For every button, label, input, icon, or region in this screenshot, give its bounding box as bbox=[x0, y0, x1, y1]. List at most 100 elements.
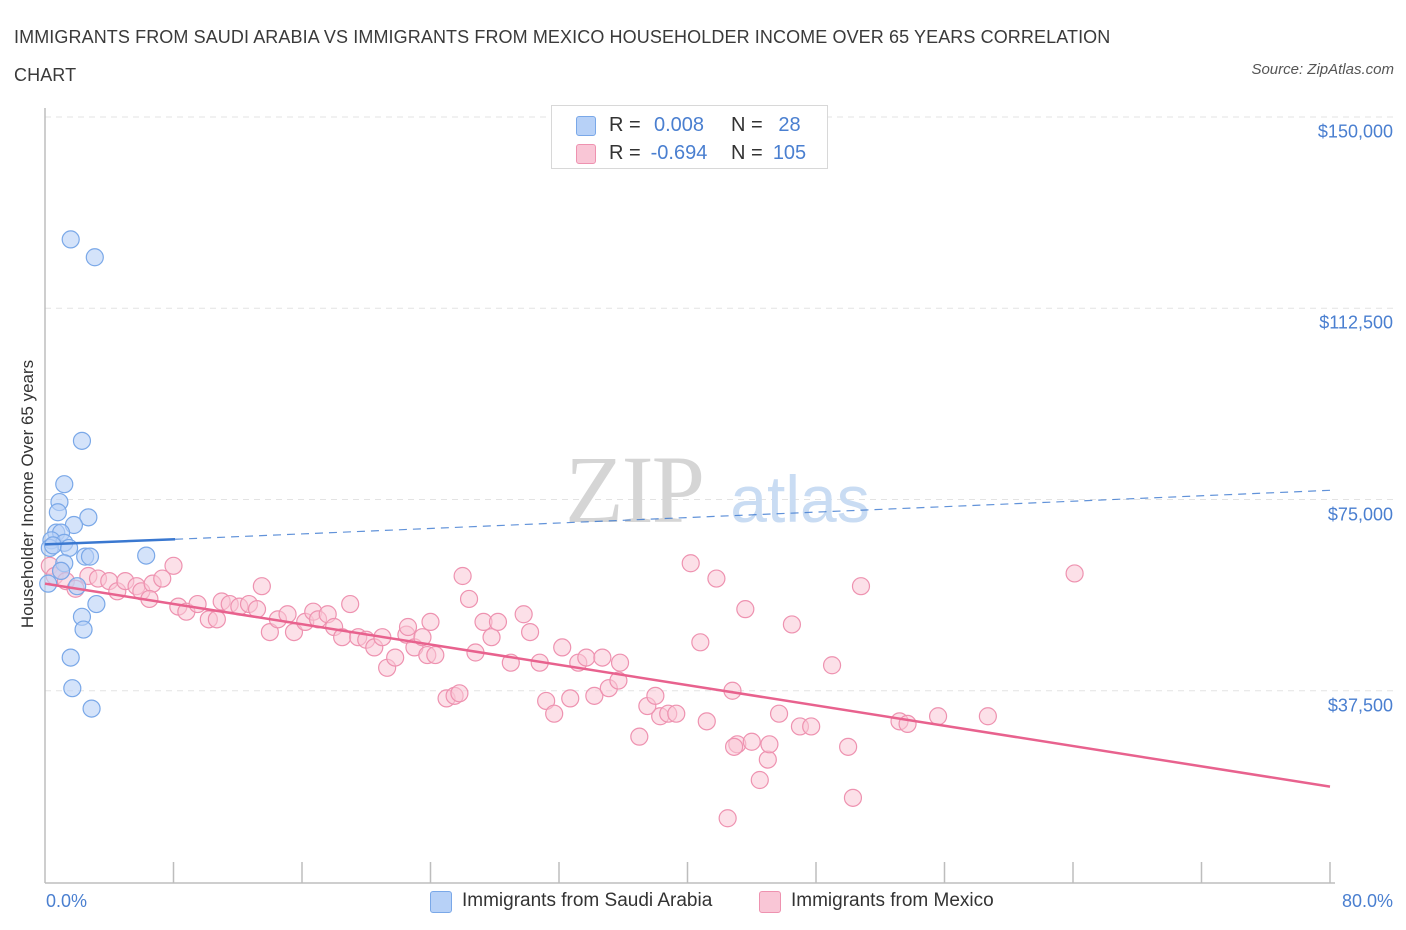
r-value: -0.694 bbox=[650, 142, 708, 164]
saudi-swatch bbox=[576, 116, 596, 136]
watermark: ZIP atlas bbox=[565, 436, 870, 543]
mexico-point bbox=[822, 656, 842, 675]
mexico-point bbox=[450, 684, 469, 703]
legend-label: Immigrants from Saudi Arabia bbox=[462, 890, 713, 911]
mexico-point bbox=[978, 707, 997, 726]
mexico-point bbox=[207, 610, 226, 629]
mexico-point bbox=[252, 577, 271, 596]
saudi-point bbox=[85, 248, 104, 267]
mexico-point bbox=[742, 732, 761, 751]
n-label: N = bbox=[731, 114, 763, 136]
mexico-point bbox=[421, 612, 440, 632]
x-tick-label-min: 0.0% bbox=[46, 891, 88, 911]
mexico-point bbox=[459, 589, 479, 609]
mexico-points bbox=[40, 554, 1084, 828]
mexico-point bbox=[453, 566, 472, 586]
axes bbox=[44, 108, 1335, 884]
mexico-legend-swatch bbox=[759, 891, 781, 913]
saudi-points bbox=[39, 230, 156, 718]
saudi-point bbox=[48, 503, 67, 522]
mexico-point bbox=[691, 633, 710, 652]
mexico-point bbox=[398, 617, 418, 637]
stats-row-saudi: R = 0.008 N = 28 bbox=[552, 111, 827, 139]
y-tick-label: $150,000 bbox=[1317, 121, 1393, 142]
saudi-point bbox=[55, 475, 74, 494]
mexico-point bbox=[646, 686, 665, 705]
mexico-point bbox=[843, 788, 863, 807]
mexico-point bbox=[386, 648, 405, 667]
mexico-point bbox=[561, 689, 580, 708]
saudi-point bbox=[79, 508, 98, 527]
saudi-point bbox=[87, 594, 106, 614]
source-label: Source: ZipAtlas.com bbox=[1251, 61, 1394, 78]
mexico-point bbox=[1065, 564, 1084, 583]
mexico-point bbox=[426, 645, 445, 665]
mexico-point bbox=[520, 622, 540, 642]
y-tick-label: $112,500 bbox=[1319, 312, 1393, 333]
y-tick-label: $37,500 bbox=[1327, 695, 1393, 716]
saudi-point bbox=[68, 577, 87, 596]
mexico-point bbox=[164, 556, 183, 575]
chart-title: IMMIGRANTS FROM SAUDI ARABIA VS IMMIGRAN… bbox=[14, 27, 1111, 85]
mexico-point bbox=[610, 653, 630, 672]
r-label: R = bbox=[609, 142, 641, 164]
saudi-trend-line bbox=[44, 538, 176, 546]
mexico-point bbox=[750, 770, 769, 790]
mexico-point bbox=[188, 594, 207, 614]
mexico-point bbox=[514, 605, 533, 624]
legend-label: Immigrants from Mexico bbox=[791, 890, 994, 911]
mexico-point bbox=[928, 707, 948, 726]
stats-row-mexico: R = -0.694 N = 105 bbox=[552, 139, 827, 167]
mexico-point bbox=[707, 569, 726, 588]
mexico-point bbox=[758, 750, 777, 769]
mexico-trend-line bbox=[44, 582, 1331, 788]
mexico-point bbox=[593, 648, 612, 667]
mexico-point bbox=[609, 671, 628, 690]
mexico-point bbox=[724, 737, 744, 756]
n-label: N = bbox=[731, 142, 763, 164]
mexico-point bbox=[802, 717, 821, 736]
saudi-legend-swatch bbox=[430, 891, 452, 913]
saudi-point bbox=[137, 546, 156, 565]
mexico-point bbox=[681, 554, 700, 573]
saudi-trend-extension bbox=[175, 489, 1331, 540]
mexico-point bbox=[488, 612, 508, 632]
r-label: R = bbox=[609, 114, 641, 136]
mexico-point bbox=[341, 594, 360, 614]
mexico-point bbox=[667, 704, 686, 723]
x-tick-label-max: 80.0% bbox=[1341, 891, 1393, 911]
saudi-point bbox=[72, 431, 92, 450]
y-tick-label: $75,000 bbox=[1327, 504, 1393, 524]
mexico-point bbox=[545, 704, 564, 723]
saudi-point bbox=[74, 620, 93, 639]
mexico-point bbox=[585, 686, 604, 705]
n-value: 28 bbox=[778, 114, 801, 136]
mexico-point bbox=[839, 737, 858, 756]
mexico-swatch bbox=[576, 144, 596, 164]
saudi-point bbox=[61, 648, 80, 667]
saudi-point bbox=[82, 699, 101, 718]
mexico-point bbox=[851, 577, 871, 596]
mexico-point bbox=[718, 809, 737, 828]
mexico-point bbox=[760, 735, 779, 754]
mexico-point bbox=[153, 569, 172, 588]
n-value: 105 bbox=[772, 142, 807, 164]
stats-legend: R = 0.008 N = 28 R = -0.694 N = 105 bbox=[551, 105, 828, 169]
mexico-point bbox=[782, 615, 802, 634]
mexico-point bbox=[736, 600, 755, 619]
saudi-point bbox=[80, 547, 100, 566]
r-value: 0.008 bbox=[653, 114, 705, 136]
watermark-atlas: atlas bbox=[730, 462, 869, 536]
saudi-point bbox=[63, 679, 82, 698]
trend-lines bbox=[44, 489, 1331, 788]
saudi-point bbox=[51, 561, 71, 581]
mexico-point bbox=[482, 628, 501, 647]
mexico-point bbox=[697, 712, 716, 731]
mexico-point bbox=[553, 638, 572, 657]
watermark-zip: ZIP bbox=[565, 436, 703, 543]
mexico-point bbox=[577, 648, 596, 667]
mexico-point bbox=[630, 727, 649, 746]
mexico-point bbox=[769, 704, 789, 723]
saudi-point bbox=[61, 230, 80, 249]
